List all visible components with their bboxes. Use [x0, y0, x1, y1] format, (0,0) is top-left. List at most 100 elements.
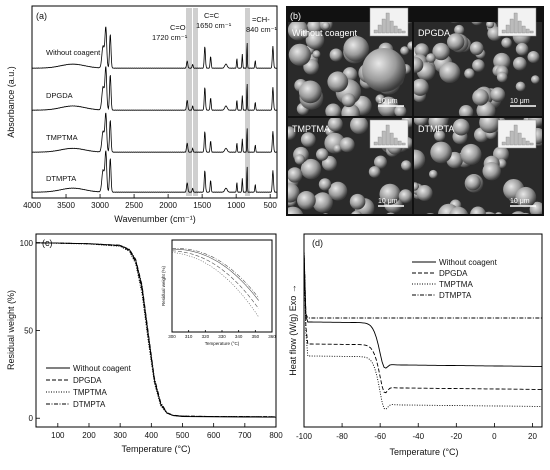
a-xtick-label-3500: 3500 [57, 201, 75, 210]
sem-particle [450, 22, 460, 24]
sem-particle [401, 160, 412, 171]
sem-particle [511, 211, 526, 214]
panel-d: (d) -100 -80 -60 -40 -20 0 20 Temperature (°C)… [288, 233, 543, 457]
a-xtick-label-1500: 1500 [193, 201, 211, 210]
a-xtick-label-3000: 3000 [91, 201, 109, 210]
sem-particle [288, 183, 300, 203]
panel-d-xlabel: Temperature (°C) [389, 447, 458, 457]
panel-a: (a) C=O 1720 cm⁻¹ C=C 1650 cm⁻¹ =CH- 840… [6, 5, 278, 224]
panel-a-xlabel: Wavenumber (cm⁻¹) [114, 214, 195, 224]
sem-particle [316, 148, 329, 161]
histogram-bar [389, 20, 394, 34]
histogram-bar [505, 136, 510, 146]
histogram-bar [525, 28, 530, 34]
sem-particle [298, 80, 322, 104]
sem-particle [470, 206, 486, 214]
sem-particle [288, 167, 303, 183]
ftir-spectra [31, 26, 278, 193]
sem-particle [515, 186, 537, 208]
sem-particle [458, 105, 474, 116]
panel-a-x-ticks: 4000 3500 3000 2500 2000 1500 1000 500 [23, 194, 277, 210]
panel-d-letter: (d) [312, 238, 323, 248]
sem-particle [343, 36, 370, 62]
sem-particle [325, 103, 342, 116]
ftir-series-0 [31, 26, 278, 69]
sem-particle [339, 137, 355, 153]
sem-particle [452, 118, 470, 136]
legend-c-without-coagent: Without coagent [73, 364, 132, 373]
sem-label-without-coagent: Without coagent [292, 28, 358, 38]
sem-particle [414, 118, 429, 126]
label-dpgda: DPGDA [46, 91, 73, 100]
scale-text-4: 10 μm [510, 198, 530, 205]
histogram-bar [521, 137, 526, 146]
dsc-series-0 [303, 249, 543, 369]
sem-particle [447, 33, 465, 51]
sem-particle [288, 126, 296, 140]
inset-xtick-label-350: 350 [252, 334, 260, 339]
sem-particle [305, 30, 325, 50]
histogram-bar [373, 141, 378, 146]
histogram-bar [377, 136, 382, 146]
sem-particle [432, 42, 450, 61]
sem-particle [464, 68, 475, 79]
histogram-bar [385, 124, 390, 146]
d-xtick-label-20: 20 [528, 432, 537, 441]
label-dtmpta: DTMPTA [46, 174, 76, 183]
histogram-bar [513, 124, 518, 146]
histogram-bar [385, 12, 390, 34]
ftir-series-1 [31, 66, 278, 111]
band-1720 [186, 8, 192, 196]
sem-particle [297, 191, 316, 210]
sem-particle [490, 87, 506, 102]
sem-particle [329, 48, 343, 62]
annot-ch-2: 840 cm⁻¹ [246, 25, 278, 34]
sem-particle [341, 103, 360, 116]
histogram-bar [373, 29, 378, 34]
histogram-bar [393, 137, 398, 146]
sem-particle [379, 183, 401, 205]
panel-b: (b) Without coagent DPGDA TMPTMA DTMPTA … [286, 6, 544, 216]
sem-particle [341, 93, 356, 108]
histogram-bar [381, 130, 386, 146]
sem-particle [434, 130, 446, 142]
inset-curves [171, 248, 259, 318]
sem-particle [428, 118, 448, 132]
histogram-bar [509, 130, 514, 146]
panel-c-legend: Without coagent DPGDA TMPTMA DTMPTA [46, 364, 132, 409]
sem-particle [307, 22, 322, 34]
panel-a-frame [31, 5, 278, 199]
tga-series-2 [35, 242, 277, 418]
sem-particle [471, 22, 483, 26]
sem-particle [515, 81, 526, 92]
panel-d-legend: Without coagent DPGDA TMPTMA DTMPTA [412, 258, 498, 300]
histogram-bar [501, 141, 506, 146]
sem-particle [351, 210, 362, 214]
histogram-bar [529, 142, 534, 146]
histogram-bar [401, 142, 406, 146]
sem-particle [300, 29, 310, 39]
histogram-bar [509, 18, 514, 34]
sem-particle [429, 169, 438, 179]
sem-particle [430, 141, 452, 164]
legend-c-dtmpta: DTMPTA [73, 400, 106, 409]
panel-c-frame [35, 233, 277, 428]
sem-particle [416, 185, 433, 201]
sem-particle [496, 71, 508, 83]
sem-particle [368, 166, 381, 178]
histogram-bar [529, 30, 534, 34]
sem-image-dpgda [414, 22, 542, 116]
sem-particle [469, 41, 484, 56]
scale-text-3: 10 μm [378, 198, 398, 205]
tga-series-1 [35, 242, 277, 418]
sem-particle [400, 46, 409, 56]
tga-series-0 [35, 242, 277, 418]
sem-particle [426, 53, 436, 63]
annot-co-2: 1720 cm⁻¹ [152, 33, 188, 42]
sem-particle [414, 149, 426, 170]
a-xtick-label-2500: 2500 [125, 201, 143, 210]
histogram-bar [381, 18, 386, 34]
panel-a-letter: (a) [36, 11, 47, 21]
legend-c-dpgda: DPGDA [73, 376, 102, 385]
